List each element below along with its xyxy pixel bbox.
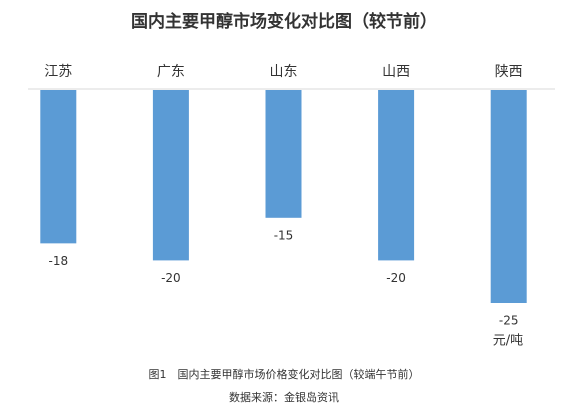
bar bbox=[490, 90, 527, 303]
bar bbox=[265, 90, 302, 218]
caption: 图1 国内主要甲醇市场价格变化对比图（较端午节前） bbox=[149, 367, 420, 381]
bar bbox=[40, 90, 77, 244]
unit-label: 元/吨 bbox=[493, 334, 523, 349]
bar bbox=[378, 90, 415, 261]
x-tick-label: 江苏 bbox=[44, 64, 72, 80]
x-tick-label: 山东 bbox=[270, 64, 298, 80]
value-label: -15 bbox=[274, 228, 294, 242]
source: 数据来源：金银岛资讯 bbox=[229, 390, 339, 404]
x-tick-label: 山西 bbox=[382, 64, 410, 80]
x-tick-label: 陕西 bbox=[495, 64, 523, 80]
bar bbox=[152, 90, 189, 261]
value-label: -20 bbox=[161, 271, 181, 285]
chart-title: 国内主要甲醇市场变化对比图（较节前） bbox=[131, 11, 437, 32]
x-tick-label: 广东 bbox=[157, 64, 185, 80]
value-label: -25 bbox=[499, 314, 519, 328]
value-label: -18 bbox=[48, 254, 68, 268]
value-label: -20 bbox=[386, 271, 406, 285]
